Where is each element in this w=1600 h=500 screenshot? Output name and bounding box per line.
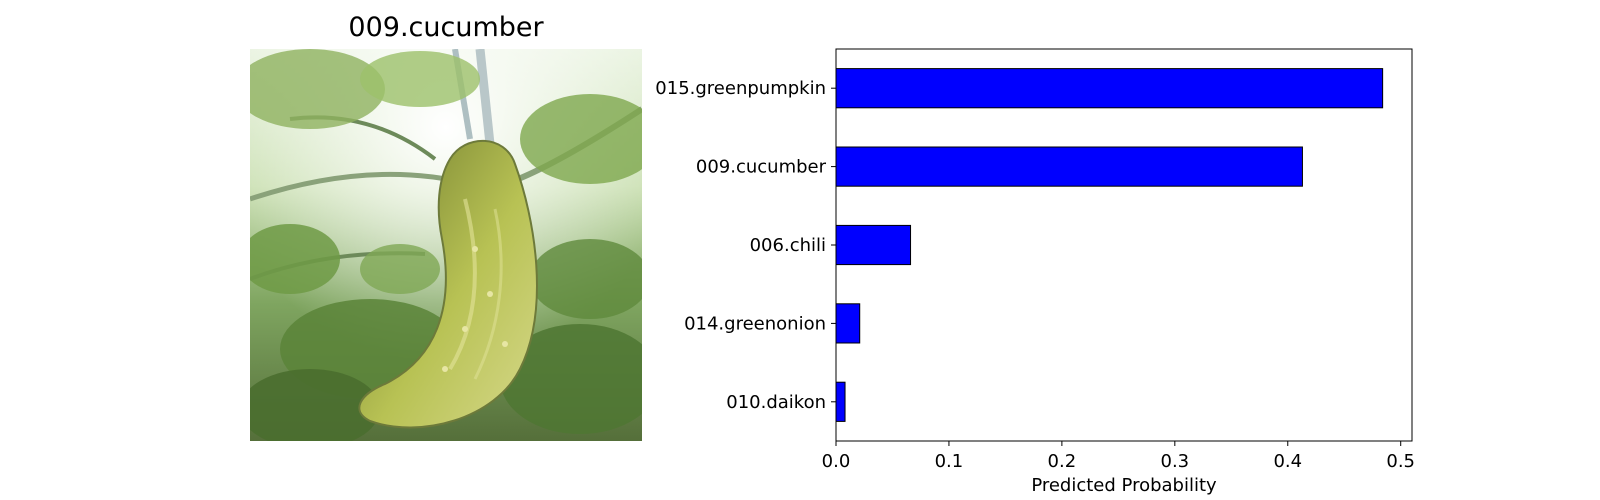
x-tick-label: 0.1 [935,451,964,472]
bar-014.greenonion [835,303,861,344]
x-tick-label: 0.0 [822,451,851,472]
category-label: 010.daikon [726,392,826,413]
bar-015.greenpumpkin [835,68,1384,109]
image-title: 009.cucumber [348,12,544,43]
ticks-layer [831,87,1402,446]
x-tick-label: 0.3 [1161,451,1190,472]
x-tick-label: 0.4 [1273,451,1302,472]
x-tick-label: 0.2 [1048,451,1077,472]
bars-layer [835,68,1384,422]
labels-layer: 015.greenpumpkin 009.cucumber 006.chili 014… [655,78,1415,472]
category-label: 014.greenonion [684,313,826,334]
category-label: 009.cucumber [696,157,827,178]
bar-010.daikon [835,381,846,422]
cucumber-photo [250,49,642,441]
category-label: 015.greenpumpkin [655,78,826,99]
bar-006.chili [835,224,912,266]
category-label: 006.chili [750,235,826,256]
bar-009.cucumber [835,146,1303,187]
x-axis-label: Predicted Probability [1031,475,1217,496]
x-tick-label: 0.5 [1386,451,1415,472]
